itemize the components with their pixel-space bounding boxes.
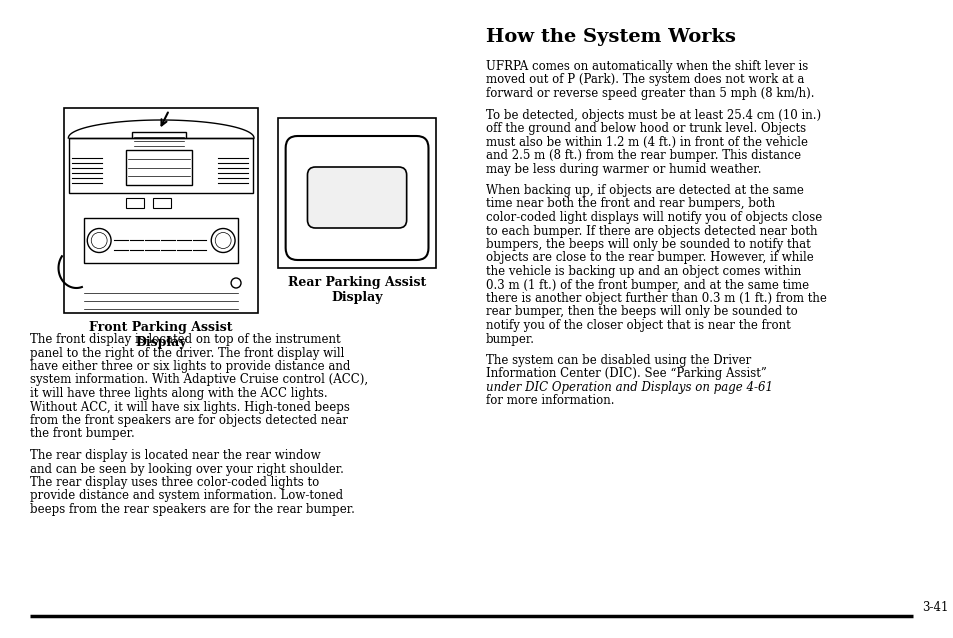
Text: it will have three lights along with the ACC lights.: it will have three lights along with the…	[30, 387, 327, 400]
Text: off the ground and below hood or trunk level. Objects: off the ground and below hood or trunk l…	[485, 122, 805, 135]
Text: The system can be disabled using the Driver: The system can be disabled using the Dri…	[485, 354, 750, 367]
Text: objects are close to the rear bumper. However, if while: objects are close to the rear bumper. Ho…	[485, 251, 813, 265]
Text: The rear display uses three color-coded lights to: The rear display uses three color-coded …	[30, 476, 318, 489]
Text: may be less during warmer or humid weather.: may be less during warmer or humid weath…	[485, 163, 760, 175]
Text: Rear Parking Assist
Display: Rear Parking Assist Display	[288, 276, 426, 304]
FancyBboxPatch shape	[285, 136, 428, 260]
Text: Information Center (DIC). See “Parking Assist”: Information Center (DIC). See “Parking A…	[485, 367, 766, 380]
Bar	[65, 108, 257, 313]
Text: The front display is located on top of the instrument: The front display is located on top of t…	[30, 333, 340, 346]
Bar	[132, 132, 186, 150]
Text: beeps from the rear speakers are for the rear bumper.: beeps from the rear speakers are for the…	[30, 503, 355, 516]
Bar	[126, 198, 144, 208]
Text: must also be within 1.2 m (4 ft.) in front of the vehicle: must also be within 1.2 m (4 ft.) in fro…	[485, 135, 807, 149]
Text: UFRPA comes on automatically when the shift lever is: UFRPA comes on automatically when the sh…	[485, 60, 807, 73]
Text: to each bumper. If there are objects detected near both: to each bumper. If there are objects det…	[485, 225, 817, 237]
Text: and can be seen by looking over your right shoulder.: and can be seen by looking over your rig…	[30, 463, 343, 475]
Bar	[277, 118, 436, 268]
Text: bumpers, the beeps will only be sounded to notify that: bumpers, the beeps will only be sounded …	[485, 238, 810, 251]
Text: the vehicle is backing up and an object comes within: the vehicle is backing up and an object …	[485, 265, 801, 278]
Text: color-coded light displays will notify you of objects close: color-coded light displays will notify y…	[485, 211, 821, 224]
Text: panel to the right of the driver. The front display will: panel to the right of the driver. The fr…	[30, 346, 344, 359]
Text: forward or reverse speed greater than 5 mph (8 km/h).: forward or reverse speed greater than 5 …	[485, 87, 814, 100]
Text: system information. With Adaptive Cruise control (ACC),: system information. With Adaptive Cruise…	[30, 373, 368, 387]
Bar	[152, 198, 171, 208]
Text: under DIC Operation and Displays on page 4-61: under DIC Operation and Displays on page…	[485, 381, 772, 394]
Text: the front bumper.: the front bumper.	[30, 427, 134, 440]
Text: 0.3 m (1 ft.) of the front bumper, and at the same time: 0.3 m (1 ft.) of the front bumper, and a…	[485, 279, 808, 292]
Text: rear bumper, then the beeps will only be sounded to: rear bumper, then the beeps will only be…	[485, 306, 797, 318]
Text: from the front speakers are for objects detected near: from the front speakers are for objects …	[30, 414, 348, 427]
Text: moved out of P (Park). The system does not work at a: moved out of P (Park). The system does n…	[485, 73, 803, 87]
Bar	[70, 138, 253, 193]
Text: How the System Works: How the System Works	[485, 28, 735, 46]
Text: notify you of the closer object that is near the front: notify you of the closer object that is …	[485, 319, 790, 332]
Bar	[126, 150, 192, 185]
Text: Front Parking Assist
Display: Front Parking Assist Display	[90, 321, 233, 349]
Text: When backing up, if objects are detected at the same: When backing up, if objects are detected…	[485, 184, 803, 197]
Text: The rear display is located near the rear window: The rear display is located near the rea…	[30, 449, 320, 462]
Text: there is another object further than 0.3 m (1 ft.) from the: there is another object further than 0.3…	[485, 292, 826, 305]
Text: time near both the front and rear bumpers, both: time near both the front and rear bumper…	[485, 198, 775, 211]
Text: provide distance and system information. Low-toned: provide distance and system information.…	[30, 489, 342, 503]
Text: have either three or six lights to provide distance and: have either three or six lights to provi…	[30, 360, 350, 373]
Text: To be detected, objects must be at least 25.4 cm (10 in.): To be detected, objects must be at least…	[485, 108, 821, 121]
Bar	[84, 218, 238, 263]
Text: and 2.5 m (8 ft.) from the rear bumper. This distance: and 2.5 m (8 ft.) from the rear bumper. …	[485, 149, 801, 162]
Text: Without ACC, it will have six lights. High-toned beeps: Without ACC, it will have six lights. Hi…	[30, 401, 349, 413]
FancyBboxPatch shape	[307, 167, 406, 228]
Text: 3-41: 3-41	[922, 601, 948, 614]
Text: for more information.: for more information.	[485, 394, 614, 408]
Text: bumper.: bumper.	[485, 332, 535, 346]
